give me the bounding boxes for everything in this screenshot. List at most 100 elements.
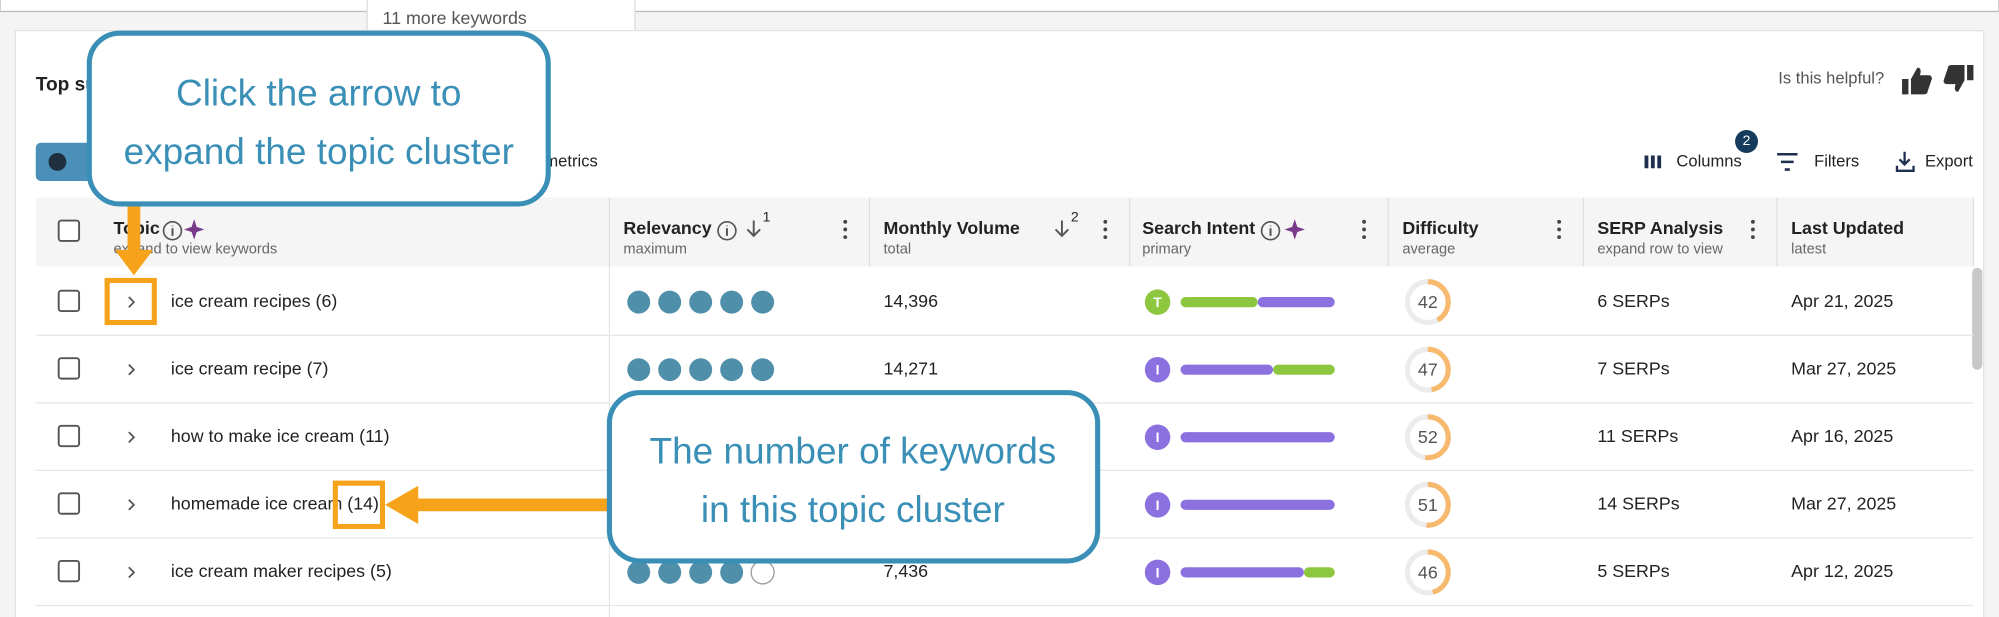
more-keywords[interactable]: 11 more keywords [383, 8, 527, 28]
difficulty-arc [1404, 279, 1451, 326]
relevancy-dot [720, 358, 744, 382]
intent-segment [1180, 297, 1258, 308]
difficulty-value: 51 [1418, 495, 1438, 515]
relevancy-dot [750, 560, 775, 585]
topic[interactable]: how to make ice cream (11) [171, 426, 390, 446]
sort-arrow[interactable] [746, 220, 761, 238]
top-panel [0, 0, 1999, 13]
thumbs-up[interactable] [1902, 67, 1932, 95]
column-title[interactable]: Relevancy [623, 218, 711, 238]
callout [606, 390, 1101, 564]
column-menu[interactable] [1362, 227, 1367, 232]
relevancy-dot [627, 560, 651, 584]
relevancy-dot [720, 560, 744, 584]
scrollbar[interactable] [1972, 267, 1983, 370]
arrow [114, 201, 154, 276]
info-icon[interactable] [162, 220, 183, 241]
column-menu[interactable] [1750, 219, 1755, 224]
column-menu[interactable] [1103, 235, 1108, 240]
expand-chevron[interactable] [128, 296, 136, 308]
callout [86, 30, 551, 207]
info-icon[interactable] [717, 220, 737, 241]
relevancy-dot [689, 358, 713, 382]
relevancy-dot [658, 290, 682, 314]
intent-segment [1303, 567, 1335, 578]
topic[interactable]: ice cream recipe (7) [171, 358, 329, 378]
relevancy-dot [689, 560, 713, 584]
difficulty-value: 52 [1418, 427, 1438, 447]
callout-text: in this topic cluster [701, 489, 1005, 530]
column-menu[interactable] [1362, 219, 1367, 224]
topic[interactable]: ice cream recipes (6) [171, 291, 337, 311]
difficulty-value: 46 [1418, 562, 1438, 582]
column-menu[interactable] [1362, 235, 1367, 240]
column-menu[interactable] [1557, 227, 1562, 232]
serp-count: 14 SERPs [1597, 494, 1679, 514]
intent-letter: I [1156, 497, 1160, 513]
columns-button[interactable]: Columns [1676, 151, 1741, 170]
difficulty-value: 42 [1418, 292, 1438, 312]
helpful-label: Is this helpful? [1778, 68, 1884, 87]
column-title[interactable]: Search Intent [1142, 218, 1255, 238]
intent-badge [1144, 289, 1171, 315]
last-updated: Mar 27, 2025 [1791, 358, 1896, 378]
column-subtitle: expand to view keywords [114, 242, 278, 258]
intent-segment [1180, 499, 1335, 510]
info-icon[interactable] [1260, 220, 1281, 241]
column-menu[interactable] [1557, 219, 1562, 224]
expand-chevron[interactable] [128, 499, 136, 511]
column-title[interactable]: Last Updated [1791, 218, 1904, 238]
relevancy-dot [751, 290, 775, 314]
intent-segment [1180, 364, 1274, 375]
last-updated: Mar 27, 2025 [1791, 494, 1896, 514]
row-checkbox[interactable] [57, 424, 81, 448]
column-title[interactable]: Difficulty [1402, 218, 1478, 238]
column-subtitle: average [1402, 242, 1455, 258]
column-subtitle: expand row to view [1597, 242, 1723, 258]
monthly-volume: 14,271 [883, 358, 938, 378]
intent-letter: T [1153, 294, 1162, 310]
column-menu[interactable] [843, 227, 848, 232]
difficulty-arc [1404, 481, 1451, 528]
filters-icon [1777, 152, 1798, 171]
monthly-volume: 14,396 [883, 291, 938, 311]
thumbs-down[interactable] [1943, 65, 1974, 92]
highlight-box [332, 480, 386, 530]
difficulty-arc [1404, 414, 1451, 461]
metrics-button[interactable]: metrics [544, 151, 597, 170]
column-menu[interactable] [843, 235, 848, 240]
column-menu[interactable] [1557, 235, 1562, 240]
intent-badge [1144, 492, 1171, 518]
last-updated: Apr 21, 2025 [1791, 291, 1893, 311]
last-updated: Apr 16, 2025 [1791, 426, 1893, 446]
column-title[interactable]: Monthly Volume [883, 218, 1019, 238]
intent-letter: I [1156, 362, 1160, 378]
relevancy-dot [627, 290, 651, 314]
columns-icon [1644, 155, 1662, 169]
column-menu[interactable] [1103, 219, 1108, 224]
expand-chevron[interactable] [128, 363, 136, 376]
column-menu[interactable] [1103, 227, 1108, 232]
column-menu[interactable] [1750, 227, 1755, 232]
callout-text: expand the topic cluster [124, 131, 514, 172]
sort-arrow[interactable] [1054, 220, 1069, 238]
expand-chevron[interactable] [128, 431, 136, 443]
topic[interactable]: homemade ice cream (14) [171, 494, 379, 514]
column-menu[interactable] [843, 219, 848, 224]
select-all-checkbox[interactable] [57, 219, 81, 242]
difficulty-value: 47 [1418, 360, 1438, 380]
column-menu[interactable] [1750, 235, 1755, 240]
topic[interactable]: ice cream maker recipes (5) [171, 561, 392, 581]
expand-chevron[interactable] [128, 566, 136, 579]
row-checkbox[interactable] [57, 289, 81, 313]
column-title[interactable]: SERP Analysis [1597, 218, 1723, 238]
row-checkbox[interactable] [57, 492, 81, 515]
intent-badge [1144, 424, 1171, 451]
row-checkbox[interactable] [57, 357, 81, 380]
filters-button[interactable]: Filters [1814, 151, 1859, 170]
row-checkbox[interactable] [57, 559, 81, 583]
last-updated: Apr 12, 2025 [1791, 561, 1893, 581]
relevancy-dot [720, 290, 744, 314]
export-button[interactable]: Export [1925, 151, 1973, 170]
